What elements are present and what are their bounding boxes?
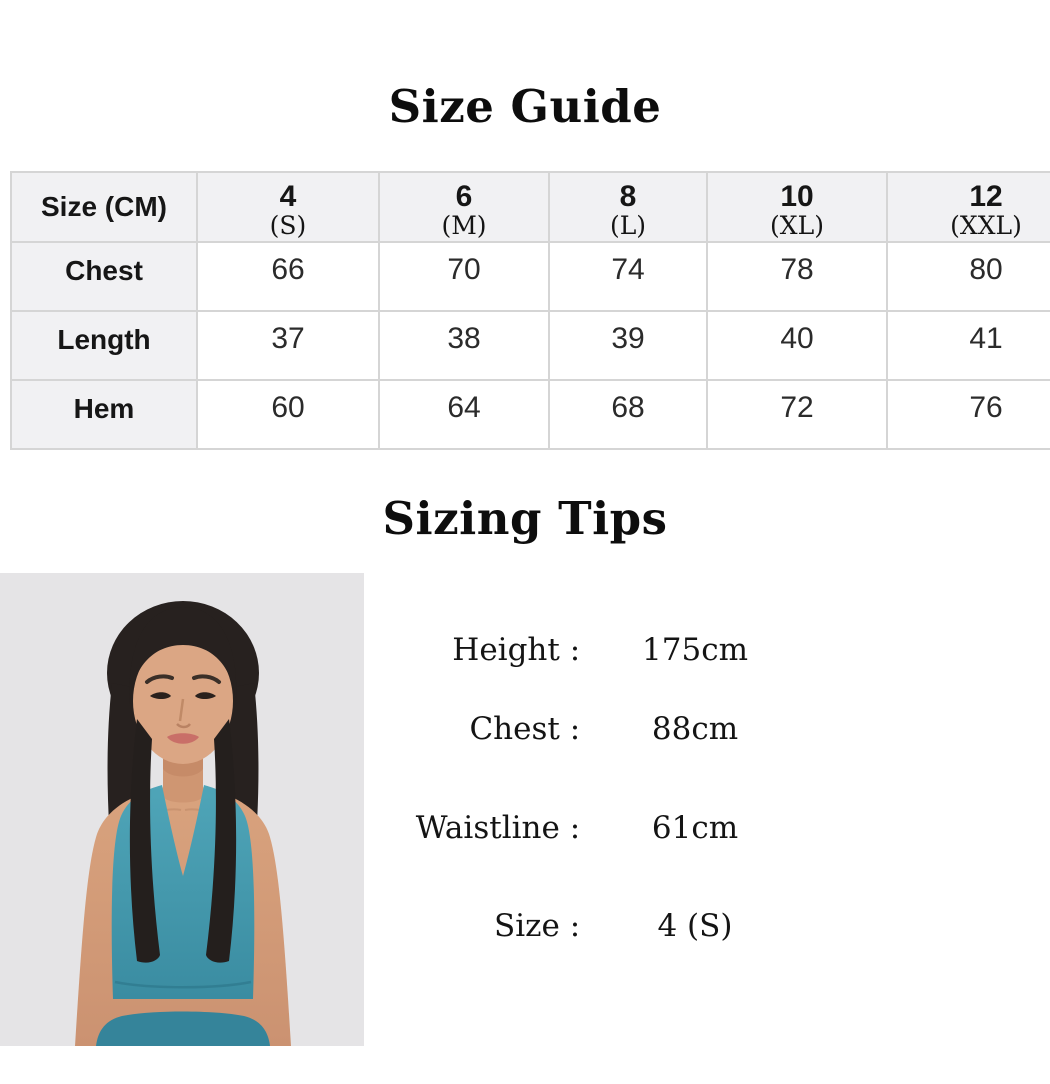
size-code: (XL) <box>770 211 824 240</box>
table-cell: 37 <box>196 310 380 381</box>
table-row-length: Length 37 38 39 40 41 <box>10 310 1050 381</box>
table-cell: 74 <box>548 241 708 312</box>
size-code: (XXL) <box>950 211 1022 240</box>
size-number: 4 <box>279 180 297 213</box>
size-table-header-row: Size (CM) 4 (S) 6 (M) 8 (L) 10 (XL) <box>10 171 1050 243</box>
model-leggings <box>96 1011 270 1046</box>
tip-value: 175cm <box>642 632 748 668</box>
length-row-label: Length <box>10 310 198 381</box>
table-cell: 60 <box>196 379 380 450</box>
size-column-header-l: 8 (L) <box>548 171 708 243</box>
bra-hem-seam <box>114 980 252 989</box>
table-cell: 64 <box>378 379 550 450</box>
size-number: 10 <box>780 180 814 213</box>
table-cell: 38 <box>378 310 550 381</box>
size-guide-title: Size Guide <box>388 80 662 133</box>
chest-row-label: Chest <box>10 241 198 312</box>
table-cell: 40 <box>706 310 888 381</box>
tip-value: 61cm <box>651 810 739 846</box>
model-hair-front <box>129 607 237 705</box>
tip-row-waistline: Waistline : 61cm <box>364 809 1050 847</box>
model-hair-strands <box>129 719 237 963</box>
table-row-hem: Hem 60 64 68 72 76 <box>10 379 1050 450</box>
model-photo <box>0 573 364 1046</box>
tip-row-height: Height : 175cm <box>364 631 1050 669</box>
size-number: 8 <box>619 180 637 213</box>
table-cell: 41 <box>886 310 1050 381</box>
tip-value: 88cm <box>651 711 739 747</box>
table-cell: 68 <box>548 379 708 450</box>
tip-value: 4 (S) <box>657 908 733 944</box>
table-cell: 76 <box>886 379 1050 450</box>
size-code: (M) <box>441 211 487 240</box>
sizing-tips-list: Height : 175cm Chest : 88cm Waistline : … <box>364 573 1050 1046</box>
size-column-header-s: 4 (S) <box>196 171 380 243</box>
size-column-header-xl: 10 (XL) <box>706 171 888 243</box>
size-column-header-m: 6 (M) <box>378 171 550 243</box>
tip-label: Chest : <box>469 711 590 747</box>
sizing-tips-section: Height : 175cm Chest : 88cm Waistline : … <box>0 573 1050 1046</box>
size-table: Size (CM) 4 (S) 6 (M) 8 (L) 10 (XL) <box>10 171 1050 450</box>
sizing-tips-title: Sizing Tips <box>382 492 668 545</box>
size-column-header-xxl: 12 (XXL) <box>886 171 1050 243</box>
size-code: (L) <box>609 211 647 240</box>
size-code: (S) <box>269 211 307 240</box>
size-table-corner-header: Size (CM) <box>10 171 198 243</box>
table-cell: 78 <box>706 241 888 312</box>
table-cell: 80 <box>886 241 1050 312</box>
hem-row-label: Hem <box>10 379 198 450</box>
table-cell: 72 <box>706 379 888 450</box>
tip-label: Height : <box>452 632 590 668</box>
table-cell: 70 <box>378 241 550 312</box>
model-face-features <box>145 674 221 744</box>
tip-row-chest: Chest : 88cm <box>364 710 1050 748</box>
tip-row-size: Size : 4 (S) <box>364 907 1050 945</box>
table-cell: 66 <box>196 241 380 312</box>
size-number: 6 <box>455 180 473 213</box>
size-number: 12 <box>969 180 1003 213</box>
table-row-chest: Chest 66 70 74 78 80 <box>10 241 1050 312</box>
tip-label: Waistline : <box>415 810 590 846</box>
tip-label: Size : <box>494 908 590 944</box>
table-cell: 39 <box>548 310 708 381</box>
